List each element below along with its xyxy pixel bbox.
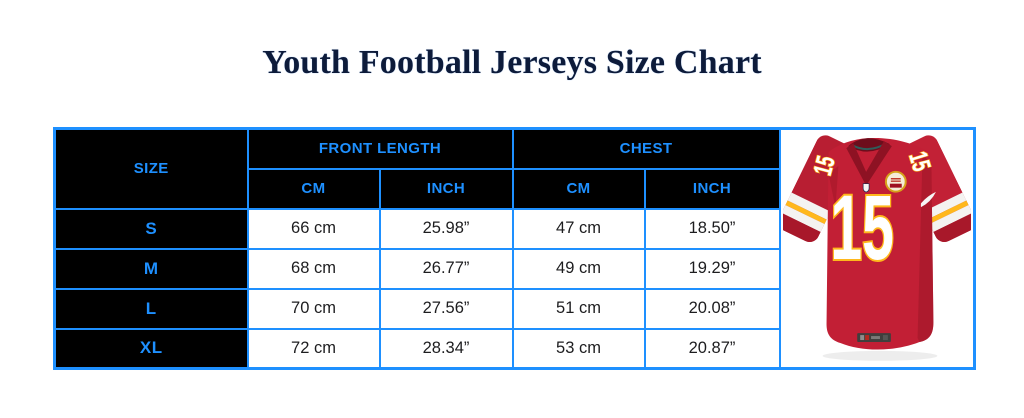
jersey-right-shoulder-number: 15 <box>903 148 937 174</box>
jersey-image-cell: 15 15 15 <box>778 127 976 370</box>
table-row-m: M 68 cm 26.77” 49 cm 19.29” <box>53 247 975 290</box>
jersey-side-mesh <box>917 154 934 342</box>
front-cm-value: 66 cm <box>246 207 381 250</box>
size-chart-table: SIZE FRONT LENGTH CHEST <box>53 127 977 370</box>
table-row-xl: XL 72 cm 28.34” 53 cm 20.87” <box>53 327 975 370</box>
size-label: S <box>53 207 249 250</box>
size-label: L <box>53 287 249 330</box>
chest-cm-value: 53 cm <box>511 327 646 370</box>
chest-cm-value: 47 cm <box>511 207 646 250</box>
col-header-chest: CHEST <box>511 127 781 170</box>
col-header-size: SIZE <box>53 127 249 210</box>
chest-inch-value: 19.29” <box>643 247 781 290</box>
col-header-front-length: FRONT LENGTH <box>246 127 514 170</box>
chiefs-patch-icon <box>884 170 907 193</box>
jersey-photo: 15 15 15 <box>782 131 973 367</box>
nfl-shield-icon <box>862 182 870 192</box>
sleeve-stripe-white <box>787 191 831 220</box>
front-cm-value: 72 cm <box>246 327 381 370</box>
front-inch-value: 28.34” <box>378 327 514 370</box>
table-row-l: L 70 cm 27.56” 51 cm 20.08” <box>53 287 975 330</box>
front-inch-value: 27.56” <box>378 287 514 330</box>
chest-inch-value: 18.50” <box>643 207 781 250</box>
table-row-s: S 66 cm 25.98” 47 cm 18.50” <box>53 207 975 250</box>
chest-cm-value: 49 cm <box>511 247 646 290</box>
nike-swoosh-icon <box>920 191 936 207</box>
jock-tag <box>856 332 891 342</box>
front-cm-value: 70 cm <box>246 287 381 330</box>
chest-inch-value: 20.87” <box>643 327 781 370</box>
page-title: Youth Football Jerseys Size Chart <box>262 44 762 81</box>
chest-cm-value: 51 cm <box>511 287 646 330</box>
jersey-vneck-trim <box>846 140 892 186</box>
jersey-svg: 15 15 15 <box>782 133 971 361</box>
jersey-torso <box>826 137 934 350</box>
front-inch-value: 26.77” <box>378 247 514 290</box>
sleeve-stripe-gold <box>785 199 827 224</box>
size-label: XL <box>53 327 249 370</box>
front-inch-value: 25.98” <box>378 207 514 250</box>
jersey-number: 15 <box>830 177 893 279</box>
subheader-chest-cm: CM <box>511 167 646 210</box>
subheader-front-cm: CM <box>246 167 381 210</box>
size-label: M <box>53 247 249 290</box>
jersey-shadow <box>822 350 938 361</box>
subheader-chest-inch: INCH <box>643 167 781 210</box>
chest-inch-value: 20.08” <box>643 287 781 330</box>
front-cm-value: 68 cm <box>246 247 381 290</box>
subheader-front-inch: INCH <box>378 167 514 210</box>
